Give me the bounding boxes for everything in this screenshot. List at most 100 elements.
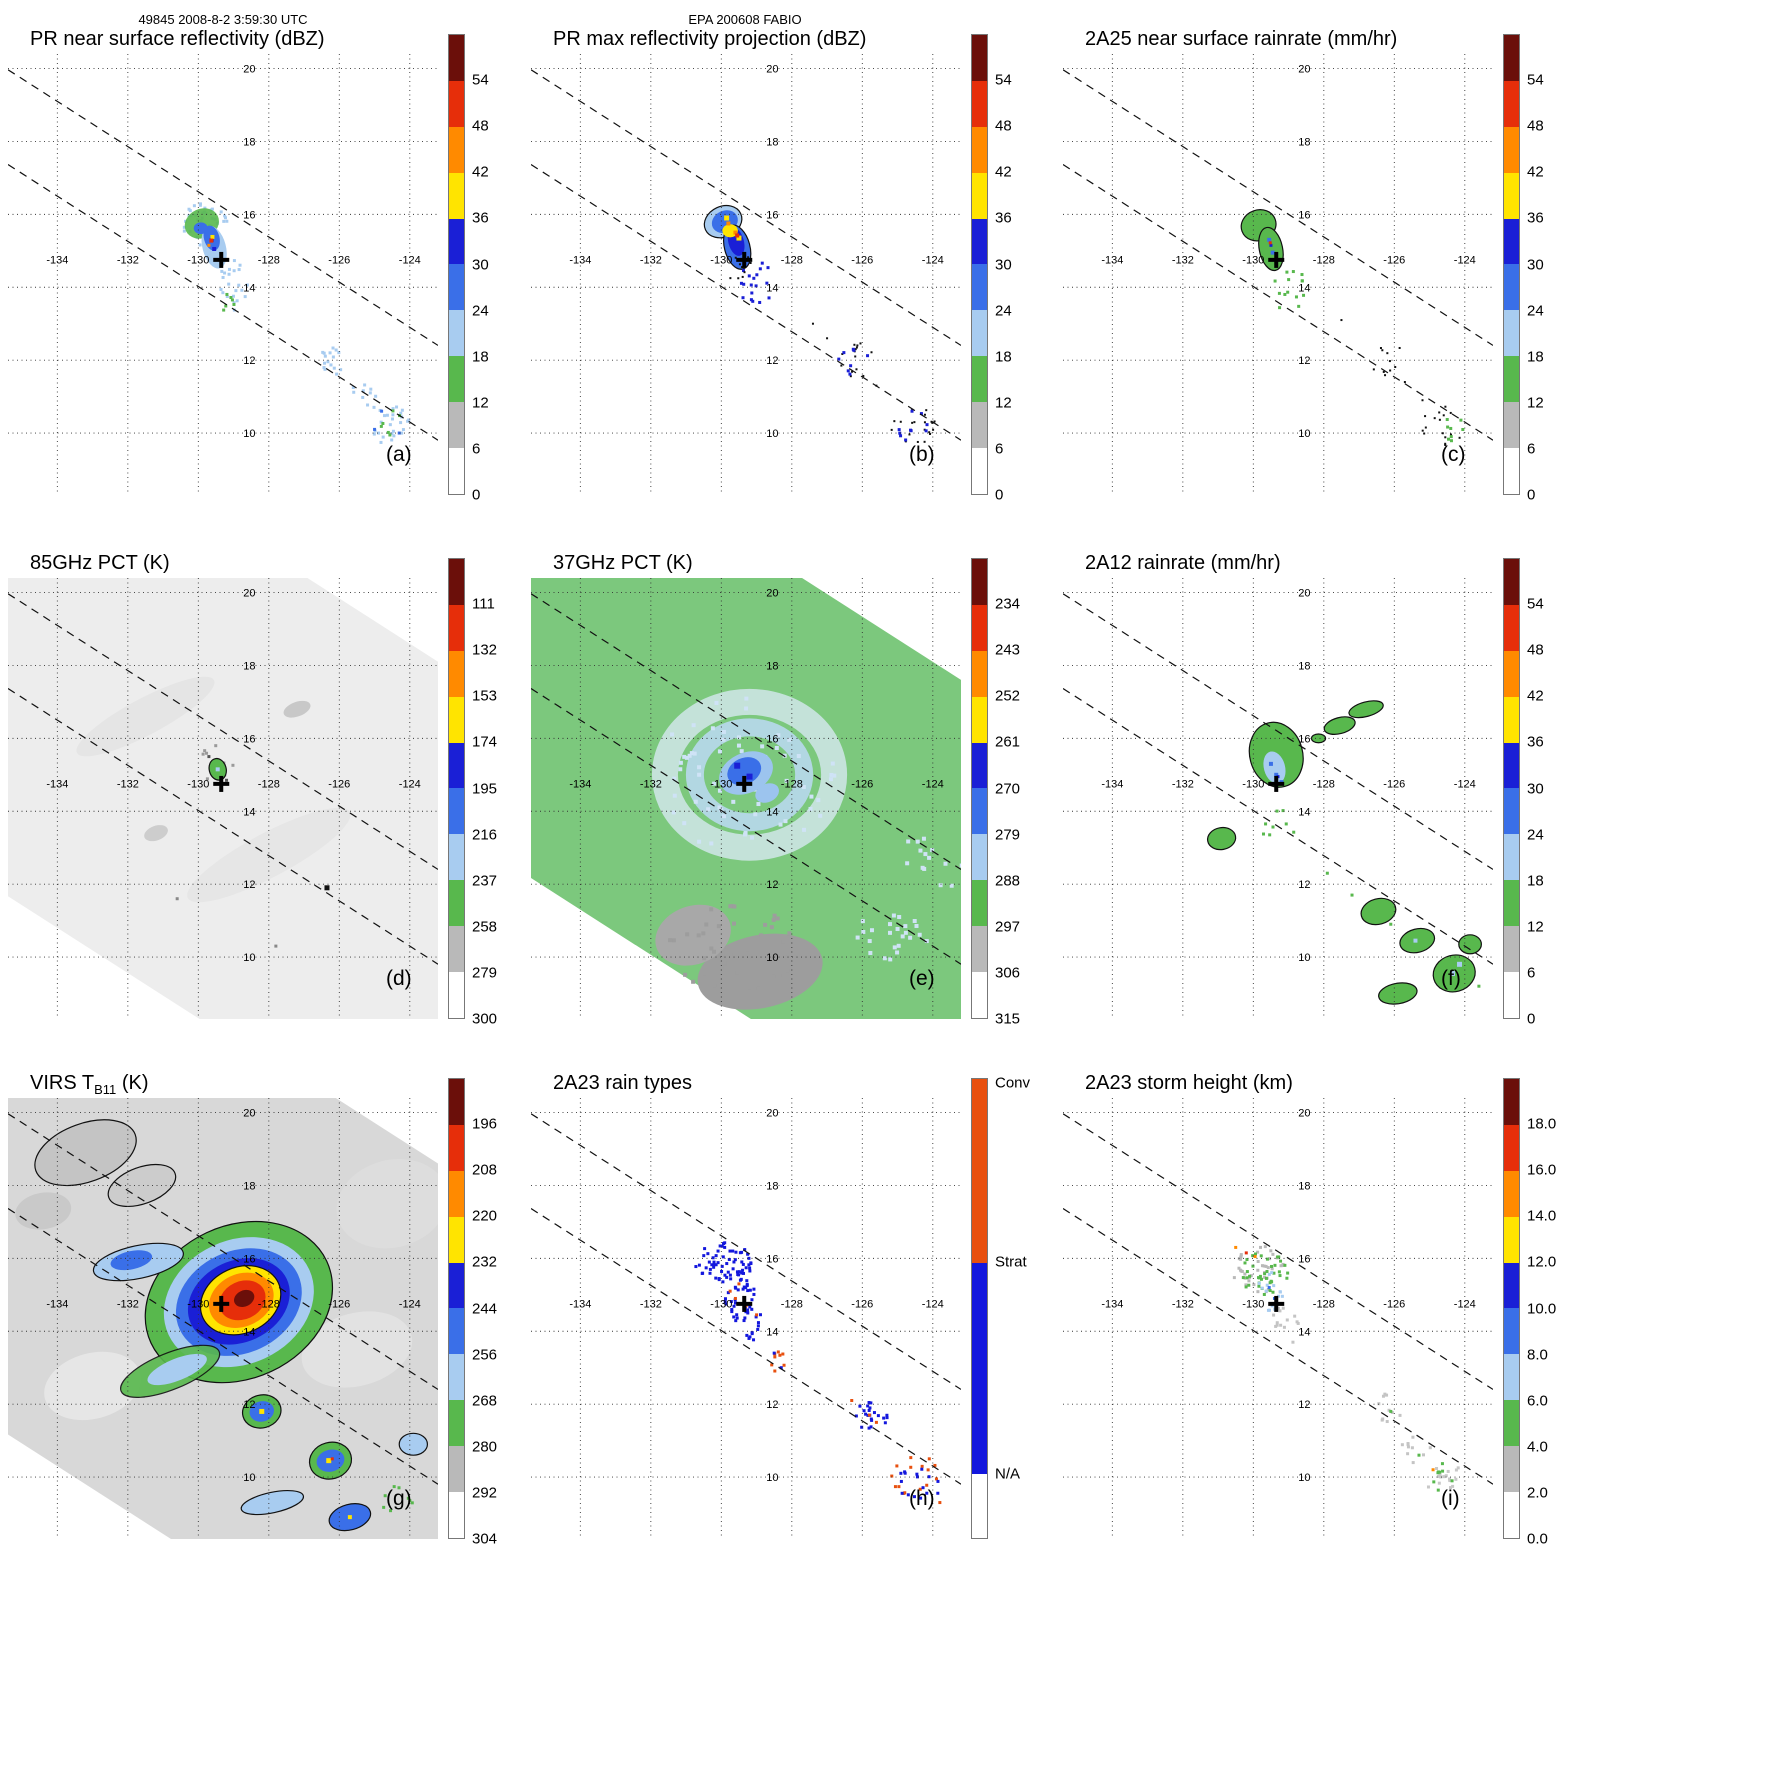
data-pixel — [1449, 433, 1452, 436]
data-pixel — [1426, 1485, 1430, 1489]
panel-letter: (c) — [1441, 443, 1466, 466]
graticule — [1063, 54, 1493, 495]
data-pixel — [689, 751, 694, 756]
storm-center-marker — [213, 251, 230, 268]
swath-edge-line — [1063, 593, 1493, 870]
data-pixel — [1445, 418, 1449, 422]
data-pixel — [785, 955, 790, 960]
data-pixel — [1385, 1420, 1389, 1424]
data-pixel — [867, 1426, 871, 1430]
colorbar-segment — [972, 788, 987, 835]
data-pixel — [1239, 1269, 1243, 1273]
data-pixel — [1264, 1264, 1268, 1268]
data-pixel — [706, 1252, 710, 1256]
data-pixel — [904, 438, 908, 442]
data-pixel — [734, 1286, 738, 1290]
data-pixel — [1446, 425, 1450, 429]
data-pixel — [1287, 278, 1291, 282]
colorbar-segment — [449, 1354, 464, 1401]
data-pixel — [1446, 437, 1450, 441]
map-f: -134 -132 -130 -128 -126 -124 10 12 14 16 18 20 (f) — [1063, 578, 1493, 1019]
colorbar-tick: 195 — [472, 780, 498, 797]
lon-tick-label: -134 — [1101, 1299, 1123, 1311]
data-pixel — [928, 431, 931, 434]
data-pixel — [867, 939, 872, 944]
colorbar-segment — [972, 880, 987, 927]
data-pixel — [696, 933, 701, 938]
lat-tick-label: 18 — [243, 136, 255, 148]
data-pixel — [1387, 1408, 1391, 1412]
data-pixel — [1444, 1474, 1448, 1478]
lat-tick-label: 12 — [766, 1399, 778, 1411]
data-pixel — [905, 861, 910, 866]
colorbar-tick: 54 — [995, 71, 1012, 89]
data-pixel — [909, 1456, 913, 1460]
data-pixel — [223, 271, 227, 275]
data-pixel — [702, 956, 707, 961]
data-pixel — [741, 1287, 745, 1291]
data-blob — [755, 783, 779, 803]
data-pixel — [1421, 1453, 1425, 1457]
panel-title-i: 2A23 storm height (km) — [1085, 1072, 1293, 1095]
data-pixel — [725, 945, 730, 950]
colorbar-tick: 42 — [995, 163, 1012, 181]
data-pixel — [390, 438, 394, 442]
colorbar-segment — [1504, 1492, 1519, 1538]
data-pixel — [1279, 1259, 1283, 1263]
data-pixel — [1281, 809, 1285, 813]
data-pixel — [203, 206, 207, 210]
data-pixel — [750, 291, 754, 295]
colorbar-tick: 304 — [472, 1530, 498, 1548]
data-pixel — [842, 351, 846, 355]
storm-center-marker — [736, 775, 753, 792]
storm-center-marker — [1268, 251, 1285, 268]
data-pixel — [1266, 1288, 1270, 1292]
colorbar-segment — [1504, 650, 1519, 697]
data-pixel — [1277, 291, 1281, 295]
panel-b: PR max reflectivity projection (dBZ) -134… — [531, 26, 1051, 536]
data-pixel — [749, 298, 753, 302]
data-pixel — [723, 1297, 727, 1301]
data-pixel — [750, 1307, 754, 1311]
data-pixel — [1340, 319, 1343, 322]
data-pixel — [223, 216, 227, 220]
lon-tick-label: -126 — [1383, 779, 1405, 791]
lat-tick-label: 14 — [766, 1326, 778, 1338]
colorbar-segment — [1504, 35, 1519, 81]
data-pixel — [1441, 1469, 1445, 1473]
data-pixel — [959, 863, 961, 868]
data-pixel — [323, 367, 327, 371]
data-pixel — [854, 348, 857, 351]
data-pixel — [1274, 1324, 1278, 1328]
colorbar-tick: 18 — [995, 348, 1012, 366]
lon-tick-label: -132 — [117, 779, 139, 791]
data-pixel — [854, 1414, 858, 1418]
data-pixel — [703, 1247, 707, 1251]
data-pixel — [408, 1499, 412, 1503]
colorbar-segment — [1504, 218, 1519, 265]
data-pixel — [721, 1255, 725, 1259]
data-pixel — [1249, 1274, 1253, 1278]
data-pixel — [386, 430, 390, 434]
data-pixel — [1293, 1314, 1297, 1318]
data-pixel — [702, 1254, 706, 1258]
lat-tick-label: 14 — [1298, 282, 1310, 294]
data-pixel — [923, 852, 928, 857]
data-pixel — [734, 762, 741, 769]
data-pixel — [826, 337, 829, 340]
data-pixel — [1477, 984, 1481, 988]
data-pixel — [869, 1425, 873, 1429]
panel-e: 37GHz PCT (K) -134 -132 -130 -128 -126 -124 10 1… — [531, 550, 1051, 1060]
data-pixel — [911, 421, 914, 424]
panel-title-e: 37GHz PCT (K) — [553, 552, 693, 575]
data-pixel — [911, 408, 914, 411]
lat-tick-label: 16 — [243, 209, 255, 221]
colorbar-tick: 216 — [472, 826, 498, 844]
data-pixel — [682, 821, 687, 826]
colorbar-tick: 36 — [472, 209, 489, 227]
data-pixel — [866, 1404, 870, 1408]
data-pixel — [1258, 1245, 1262, 1249]
data-pixel — [1245, 1258, 1249, 1262]
colorbar-tick: 261 — [995, 733, 1021, 751]
data-pixel — [730, 1310, 734, 1314]
